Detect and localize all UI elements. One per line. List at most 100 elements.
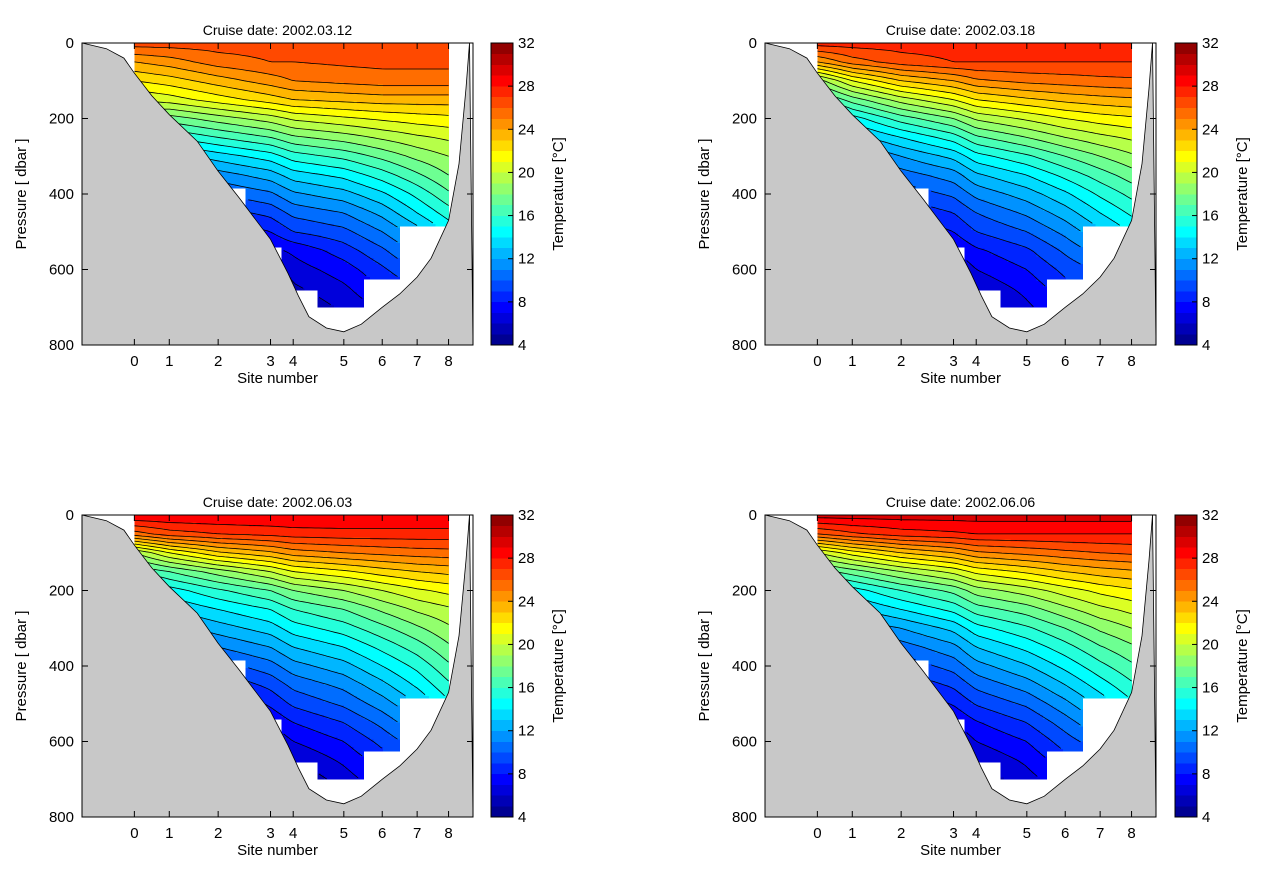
temperature-cell (219, 129, 224, 133)
temperature-cell (140, 52, 145, 55)
temperature-cell (183, 127, 188, 131)
temperature-cell (294, 235, 299, 238)
temperature-cell (239, 152, 243, 155)
temperature-cell (229, 178, 233, 182)
temperature-cell (222, 63, 227, 67)
temperature-cell (284, 207, 289, 210)
temperature-cell (252, 169, 256, 172)
temperature-cell (245, 93, 250, 97)
temperature-cell (176, 116, 181, 119)
temperature-cell (242, 56, 247, 59)
temperature-cell (320, 139, 325, 142)
temperature-cell (317, 244, 322, 248)
temperature-cell (199, 97, 204, 101)
temperature-cell (134, 71, 139, 74)
temperature-cell (317, 109, 322, 112)
temperature-cell (222, 139, 227, 142)
temperature-cell (212, 156, 217, 159)
temperature-cell (140, 54, 145, 57)
temperature-cell (314, 241, 319, 244)
temperature-cell (150, 76, 155, 80)
temperature-cell (298, 218, 302, 221)
temperature-cell (262, 158, 266, 161)
temperature-cell (226, 146, 230, 150)
temperature-cell (317, 63, 322, 67)
temperature-cell (255, 173, 260, 176)
temperature-cell (245, 54, 250, 57)
temperature-cell (248, 46, 253, 50)
temperature-cell (304, 201, 309, 204)
temperature-cell (255, 190, 260, 193)
temperature-cell (291, 71, 296, 74)
temperature-cell (271, 99, 276, 102)
temperature-cell (320, 133, 325, 136)
temperature-cell (307, 267, 312, 270)
temperature-cell (229, 165, 233, 168)
temperature-cell (320, 63, 325, 67)
temperature-cell (186, 44, 191, 48)
temperature-cell (163, 63, 168, 67)
temperature-cell (268, 146, 273, 150)
temperature-cell (255, 126, 260, 129)
temperature-cell (298, 254, 302, 257)
temperature-cell (255, 54, 260, 57)
temperature-cell (216, 56, 220, 59)
temperature-cell (265, 90, 269, 93)
temperature-cell (176, 69, 181, 72)
temperature-cell (183, 97, 188, 101)
temperature-cell (173, 61, 178, 65)
temperature-cell (301, 129, 305, 133)
temperature-cell (262, 124, 266, 127)
temperature-cell (307, 216, 312, 219)
temperature-cell (294, 133, 299, 136)
temperature-cell (262, 199, 266, 202)
temperature-cell (229, 48, 233, 51)
temperature-cell (288, 154, 292, 157)
temperature-cell (304, 114, 309, 118)
temperature-cell (311, 101, 315, 104)
temperature-cell (268, 131, 273, 134)
temperature-cell (304, 184, 309, 187)
temperature-cell (311, 261, 315, 265)
temperature-cell (284, 46, 289, 50)
temperature-cell (291, 275, 296, 278)
temperature-cell (314, 280, 319, 284)
temperature-cell (232, 93, 237, 97)
temperature-cell (193, 86, 197, 89)
temperature-cell (252, 114, 256, 118)
temperature-cell (294, 50, 299, 53)
temperature-cell (219, 101, 224, 104)
temperature-cell (199, 95, 204, 99)
temperature-cell (193, 120, 197, 123)
temperature-cell (294, 237, 299, 240)
temperature-cell (268, 195, 273, 199)
temperature-cell (314, 237, 319, 240)
temperature-cell (294, 227, 299, 231)
temperature-cell (307, 129, 312, 133)
temperature-cell (242, 135, 247, 138)
temperature-cell (307, 71, 312, 74)
temperature-cell (301, 156, 305, 159)
temperature-cell (291, 101, 296, 104)
temperature-cell (265, 214, 269, 218)
temperature-cell (160, 63, 165, 67)
temperature-cell (167, 63, 171, 67)
temperature-cell (275, 216, 279, 219)
temperature-cell (216, 148, 220, 151)
temperature-cell (301, 54, 305, 57)
temperature-cell (304, 235, 309, 238)
temperature-cell (320, 144, 325, 148)
temperature-cell (288, 75, 292, 78)
temperature-cell (304, 231, 309, 235)
temperature-cell (301, 73, 305, 76)
temperature-cell (248, 44, 253, 48)
temperature-cell (173, 107, 178, 110)
temperature-cell (304, 118, 309, 121)
temperature-cell (320, 269, 325, 272)
temperature-cell (317, 271, 322, 274)
temperature-cell (154, 76, 158, 80)
temperature-cell (298, 107, 302, 110)
temperature-cell (147, 50, 152, 53)
temperature-cell (311, 227, 315, 231)
temperature-cell (170, 52, 175, 55)
